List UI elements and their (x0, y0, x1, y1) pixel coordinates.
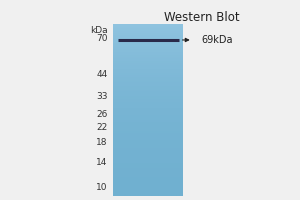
Text: 22: 22 (96, 123, 107, 132)
Text: 14: 14 (96, 158, 107, 167)
Text: 33: 33 (96, 92, 107, 101)
Text: 18: 18 (96, 138, 107, 147)
Text: Western Blot: Western Blot (164, 11, 239, 24)
Text: kDa: kDa (90, 26, 107, 35)
Text: 10: 10 (96, 183, 107, 192)
Text: 26: 26 (96, 110, 107, 119)
Text: 70: 70 (96, 34, 107, 43)
Text: 44: 44 (96, 70, 107, 79)
Text: 69kDa: 69kDa (202, 35, 233, 45)
